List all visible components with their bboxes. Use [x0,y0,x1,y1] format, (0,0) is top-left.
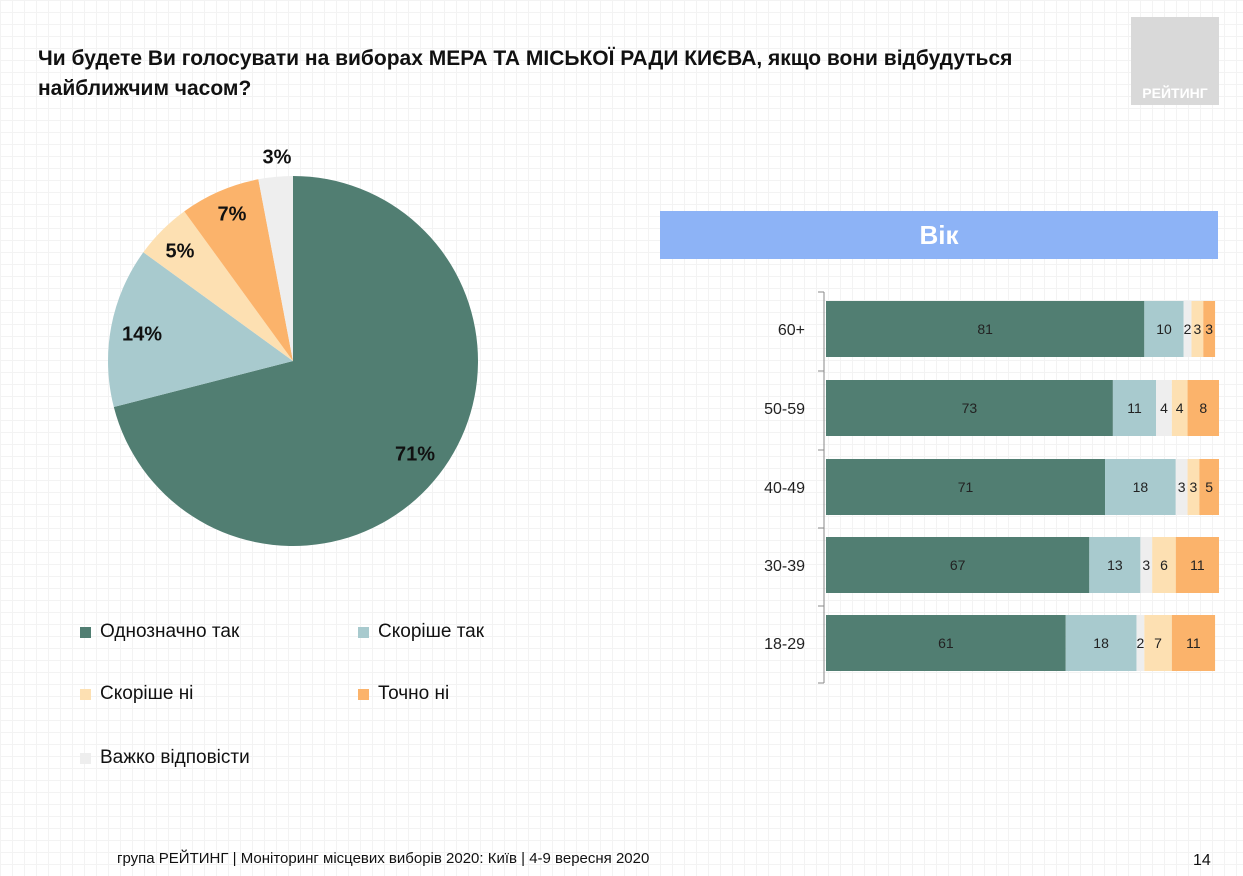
bar-segment [1199,459,1219,515]
bar-segment [1105,459,1176,515]
data-label: 3 [1205,321,1213,337]
data-label: 61 [938,635,954,651]
data-label: 3 [1190,479,1198,495]
bar-segment [826,615,1066,671]
data-label: 6 [1160,557,1168,573]
bar-segment [1187,380,1219,436]
bar-segment [1089,537,1141,593]
bar-segment [1175,537,1219,593]
page-title: Чи будете Ви голосувати на виборах МЕРА … [38,47,1013,100]
bar-segment [1152,537,1176,593]
data-label: 11 [1186,635,1201,651]
legend-swatch [80,626,91,638]
bar-segment [1203,301,1216,357]
pie-label: 5% [165,240,195,263]
bar-segment [1112,380,1157,436]
legend-item: Однозначно так [80,621,239,643]
bar-segment [826,380,1113,436]
pie-label: 14% [121,323,163,346]
bar-segment [826,301,1145,357]
bar-segment [1171,380,1188,436]
data-label: 71 [958,479,974,495]
pie-chart [108,176,478,546]
pie-slice [108,252,294,408]
data-label: 73 [962,400,978,416]
logo-text: РЕЙТИНГ [1142,85,1208,101]
data-label: 18 [1093,635,1109,651]
data-label: 3 [1142,557,1150,573]
pie-label: 7% [217,203,247,226]
bar-segment [1187,459,1200,515]
data-label: 67 [950,557,966,573]
data-label: 4 [1176,400,1184,416]
data-label: 8 [1199,400,1207,416]
legend-label: Однозначно так [100,621,240,642]
bar-segment [826,537,1090,593]
pie-label: 3% [262,146,292,169]
bar-segment [1171,615,1216,671]
legend-swatch [80,688,91,700]
legend-swatch [80,752,91,764]
bar-segment [1183,301,1192,357]
data-label: 13 [1107,557,1123,573]
category-label: 60+ [778,322,805,339]
data-label: 2 [1184,321,1192,337]
bar-segment [1140,537,1153,593]
age-chart-title: Вік [660,211,1218,259]
legend-label: Точно ні [378,683,450,704]
data-label: 81 [977,321,993,337]
data-label: 10 [1156,321,1172,337]
data-label: 3 [1193,321,1201,337]
rating-logo: РЕЙТИНГ [1131,17,1219,105]
data-label: 3 [1178,479,1186,495]
legend-item: Скоріше ні [80,683,193,705]
footer: група РЕЙТИНГ | Моніторинг місцевих вибо… [117,850,650,867]
legend-label: Скоріше ні [100,683,194,704]
page-number: 14 [1193,852,1211,869]
data-label: 7 [1154,635,1162,651]
bar-segment [1156,380,1172,436]
bar-segment [1136,615,1145,671]
data-label: 11 [1127,400,1142,416]
data-label: 2 [1137,635,1145,651]
bar-segment [1175,459,1188,515]
pie-slice [258,176,293,361]
data-label: 4 [1160,400,1168,416]
pie-slice [184,179,293,361]
bar-segment [1191,301,1204,357]
category-label: 40-49 [764,480,805,497]
category-label: 18-29 [764,636,805,653]
data-label: 11 [1190,557,1205,573]
pie-slice [143,211,293,361]
pie-label: 71% [394,443,436,466]
legend-item: Важко відповісти [80,747,250,769]
category-label: 50-59 [764,401,805,418]
bar-segment [1144,615,1172,671]
data-label: 18 [1133,479,1149,495]
bar-segment [1144,301,1184,357]
legend-swatch [358,626,369,638]
pie-slice [113,176,478,546]
legend-item: Точно ні [358,683,449,705]
bar-segment [1065,615,1137,671]
bar-segment [826,459,1106,515]
legend-label: Скоріше так [378,621,485,642]
legend-swatch [358,688,369,700]
legend-label: Важко відповісти [100,747,250,768]
legend-item: Скоріше так [358,621,484,643]
data-label: 5 [1205,479,1213,495]
category-label: 30-39 [764,558,805,575]
